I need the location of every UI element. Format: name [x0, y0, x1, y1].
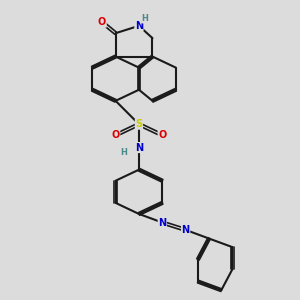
- Text: N: N: [182, 225, 190, 235]
- Text: N: N: [158, 218, 166, 227]
- Text: H: H: [121, 148, 128, 157]
- Text: N: N: [135, 142, 143, 152]
- Text: N: N: [135, 21, 143, 31]
- Text: O: O: [111, 130, 120, 140]
- Text: S: S: [135, 119, 142, 129]
- Text: O: O: [98, 17, 106, 27]
- Text: H: H: [142, 14, 148, 23]
- Text: O: O: [158, 130, 166, 140]
